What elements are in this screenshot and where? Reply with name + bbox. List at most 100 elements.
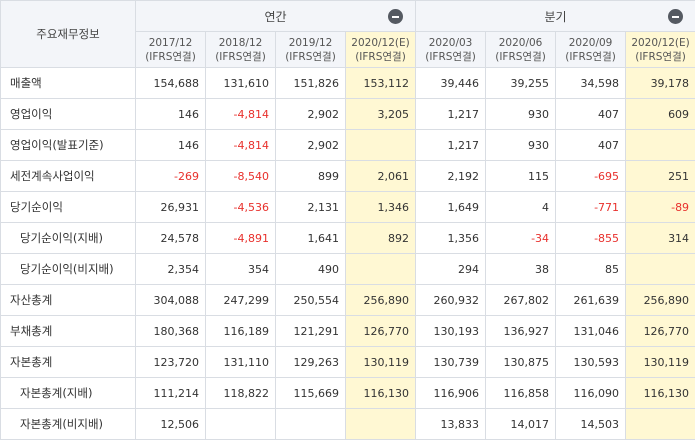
table-cell: 130,119 — [626, 347, 695, 378]
column-period: 2018/12 — [206, 36, 275, 50]
table-cell: 115,669 — [276, 378, 346, 409]
table-cell: 3,205 — [346, 99, 416, 130]
table-cell: 407 — [556, 130, 626, 161]
table-cell: 1,217 — [416, 130, 486, 161]
table-cell: 12,506 — [136, 409, 206, 440]
quarterly-collapse-minus-icon[interactable] — [668, 9, 683, 24]
table-cell: 26,931 — [136, 192, 206, 223]
table-cell: 154,688 — [136, 68, 206, 99]
table-cell: -771 — [556, 192, 626, 223]
annual-group-label: 연간 — [264, 10, 286, 24]
table-cell: 116,130 — [626, 378, 695, 409]
column-header: 2020/12(E)(IFRS연결) — [346, 32, 416, 68]
table-cell: 14,503 — [556, 409, 626, 440]
table-cell: 146 — [136, 130, 206, 161]
column-header: 2020/06(IFRS연결) — [486, 32, 556, 68]
table-cell: 180,368 — [136, 316, 206, 347]
table-cell: 930 — [486, 130, 556, 161]
table-cell: 2,902 — [276, 130, 346, 161]
table-cell: 116,090 — [556, 378, 626, 409]
column-period: 2019/12 — [276, 36, 345, 50]
table-cell: 14,017 — [486, 409, 556, 440]
table-cell: 121,291 — [276, 316, 346, 347]
column-header: 2020/03(IFRS연결) — [416, 32, 486, 68]
table-cell: 130,875 — [486, 347, 556, 378]
table-cell: 247,299 — [206, 285, 276, 316]
row-label: 당기순이익(지배) — [1, 223, 136, 254]
table-cell: 892 — [346, 223, 416, 254]
table-cell: 38 — [486, 254, 556, 285]
column-basis: (IFRS연결) — [206, 50, 275, 64]
column-basis: (IFRS연결) — [556, 50, 625, 64]
quarterly-group-header: 분기 — [416, 1, 695, 32]
table-cell: 39,446 — [416, 68, 486, 99]
table-cell: 2,192 — [416, 161, 486, 192]
table-cell — [346, 130, 416, 161]
table-cell: 130,739 — [416, 347, 486, 378]
column-basis: (IFRS연결) — [136, 50, 205, 64]
annual-collapse-minus-icon[interactable] — [388, 9, 403, 24]
table-cell — [626, 130, 695, 161]
table-cell: 267,802 — [486, 285, 556, 316]
column-header: 2020/12(E)(IFRS연결) — [626, 32, 695, 68]
table-cell: 151,826 — [276, 68, 346, 99]
table-cell: -695 — [556, 161, 626, 192]
column-period: 2020/12(E) — [346, 36, 415, 50]
column-basis: (IFRS연결) — [416, 50, 485, 64]
table-cell: 251 — [626, 161, 695, 192]
row-label: 매출액 — [1, 68, 136, 99]
table-cell: -4,814 — [206, 99, 276, 130]
table-cell — [276, 409, 346, 440]
table-cell: 131,110 — [206, 347, 276, 378]
table-cell: 131,046 — [556, 316, 626, 347]
table-cell: -855 — [556, 223, 626, 254]
row-label: 자본총계(지배) — [1, 378, 136, 409]
table-cell: 85 — [556, 254, 626, 285]
table-corner-label: 주요재무정보 — [1, 1, 136, 68]
table-cell: 130,119 — [346, 347, 416, 378]
table-cell: 1,346 — [346, 192, 416, 223]
column-period: 2020/09 — [556, 36, 625, 50]
table-cell: 136,927 — [486, 316, 556, 347]
column-period: 2020/06 — [486, 36, 555, 50]
table-cell: 129,263 — [276, 347, 346, 378]
table-cell: 115 — [486, 161, 556, 192]
annual-group-header: 연간 — [136, 1, 416, 32]
table-cell: 126,770 — [346, 316, 416, 347]
table-cell: 153,112 — [346, 68, 416, 99]
table-cell: 130,593 — [556, 347, 626, 378]
column-header: 2018/12(IFRS연결) — [206, 32, 276, 68]
table-cell: -4,536 — [206, 192, 276, 223]
table-cell: 609 — [626, 99, 695, 130]
row-label: 영업이익(발표기준) — [1, 130, 136, 161]
table-cell — [626, 409, 695, 440]
table-cell: -4,891 — [206, 223, 276, 254]
column-basis: (IFRS연결) — [626, 50, 695, 64]
row-label: 당기순이익 — [1, 192, 136, 223]
table-cell: 13,833 — [416, 409, 486, 440]
row-label: 부채총계 — [1, 316, 136, 347]
table-cell: 294 — [416, 254, 486, 285]
table-cell: 256,890 — [626, 285, 695, 316]
table-cell: 354 — [206, 254, 276, 285]
column-header: 2019/12(IFRS연결) — [276, 32, 346, 68]
table-cell: 256,890 — [346, 285, 416, 316]
row-label: 자본총계 — [1, 347, 136, 378]
table-cell: 1,641 — [276, 223, 346, 254]
table-cell — [206, 409, 276, 440]
column-header: 2017/12(IFRS연결) — [136, 32, 206, 68]
table-cell: 261,639 — [556, 285, 626, 316]
row-label: 세전계속사업이익 — [1, 161, 136, 192]
table-cell: 2,354 — [136, 254, 206, 285]
